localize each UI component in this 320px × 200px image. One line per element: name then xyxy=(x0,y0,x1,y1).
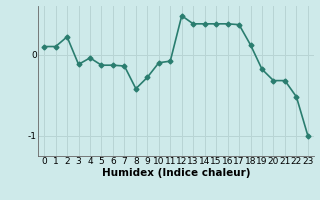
X-axis label: Humidex (Indice chaleur): Humidex (Indice chaleur) xyxy=(102,168,250,178)
